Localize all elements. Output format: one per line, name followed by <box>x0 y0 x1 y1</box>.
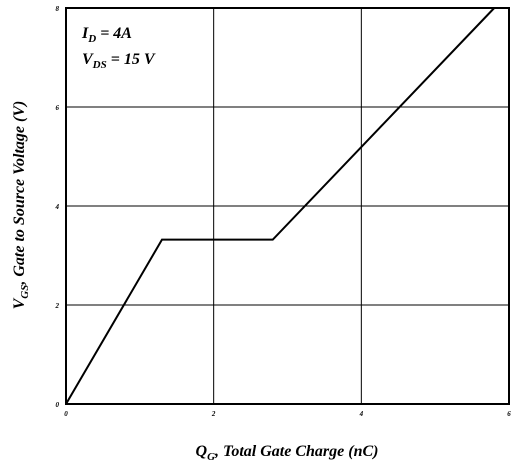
x-axis-label: QG, Total Gate Charge (nC) <box>196 443 379 463</box>
x-tick-label: 4 <box>359 410 364 418</box>
x-tick-label: 0 <box>64 410 68 418</box>
annotation-drain-source-voltage: VDS = 15 V <box>82 51 156 71</box>
grid-lines <box>66 8 509 404</box>
x-tick-label: 2 <box>211 410 216 418</box>
x-axis-ticks: 0 2 4 6 <box>64 410 511 418</box>
y-tick-label: 4 <box>55 203 60 211</box>
y-tick-label: 8 <box>56 5 60 13</box>
y-tick-label: 0 <box>56 401 60 409</box>
annotation-drain-current: ID = 4A <box>81 25 132 45</box>
y-axis-ticks: 0 2 4 6 8 <box>55 5 60 409</box>
series-line <box>65 7 495 405</box>
x-tick-label: 6 <box>507 410 511 418</box>
y-tick-label: 6 <box>56 104 60 112</box>
y-tick-label: 2 <box>55 302 60 310</box>
series-group <box>65 7 495 405</box>
y-axis-label: VGS, Gate to Source Voltage (V) <box>11 101 31 310</box>
